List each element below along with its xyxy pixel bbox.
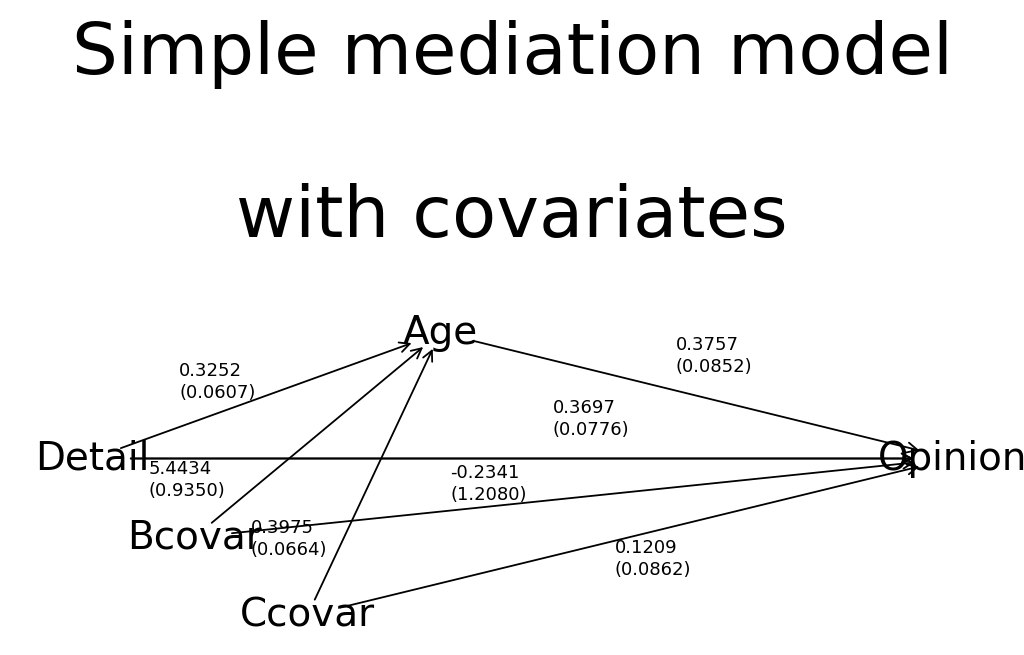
Text: 0.3252
(0.0607): 0.3252 (0.0607) [179,362,256,402]
Text: 5.4434
(0.9350): 5.4434 (0.9350) [148,460,225,500]
Text: 0.3757
(0.0852): 0.3757 (0.0852) [676,336,753,377]
Text: with covariates: with covariates [237,183,787,252]
Text: Ccovar: Ccovar [240,597,375,635]
Text: 0.3975
(0.0664): 0.3975 (0.0664) [251,519,328,559]
Text: 0.3697
(0.0776): 0.3697 (0.0776) [553,399,630,440]
Text: Age: Age [402,314,478,352]
Text: -0.2341
(1.2080): -0.2341 (1.2080) [451,464,527,504]
Text: Bcovar: Bcovar [127,518,262,556]
Text: 0.1209
(0.0862): 0.1209 (0.0862) [614,538,691,579]
Text: Detail: Detail [35,440,150,477]
Text: Opinion: Opinion [878,440,1024,477]
Text: Simple mediation model: Simple mediation model [72,20,952,88]
